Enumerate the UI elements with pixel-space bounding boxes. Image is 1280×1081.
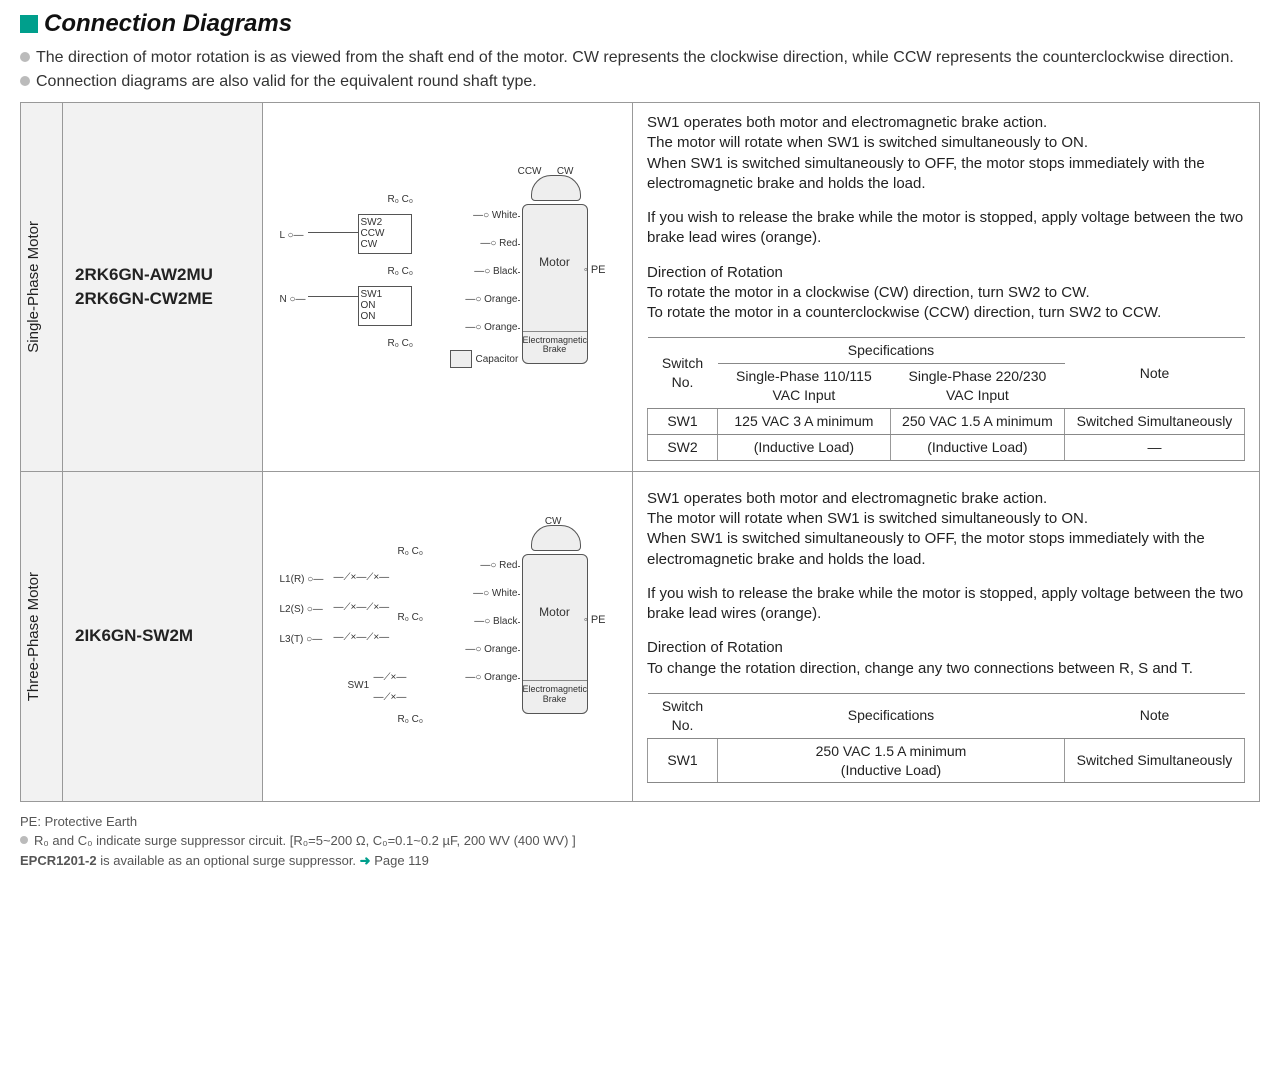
bullet-icon xyxy=(20,52,30,62)
footer-epcr-rest: is available as an optional surge suppre… xyxy=(97,853,360,868)
row-vertical-label: Single-Phase Motor xyxy=(21,211,46,363)
footer-page: Page 119 xyxy=(374,853,429,868)
schematic-diagram: MotorElectromagneticBrake◦ PECCWCWL ○—N … xyxy=(278,134,618,434)
description-paragraph: Direction of RotationTo change the rotat… xyxy=(647,638,1245,679)
intro-block: The direction of motor rotation is as vi… xyxy=(20,46,1260,94)
schematic-diagram: MotorElectromagneticBrake◦ PECWL1(R) ○—L… xyxy=(278,484,618,784)
arrow-icon: ➜ xyxy=(360,853,371,868)
section-title: Connection Diagrams xyxy=(20,10,1260,38)
connection-table: Single-Phase Motor 2RK6GN-AW2MU2RK6GN-CW2… xyxy=(20,102,1260,802)
intro-line-2: Connection diagrams are also valid for t… xyxy=(36,70,1260,94)
description-cell: SW1 operates both motor and electromagne… xyxy=(633,471,1260,801)
diagram-cell: MotorElectromagneticBrake◦ PECWL1(R) ○—L… xyxy=(263,471,633,801)
footer-notes: PE: Protective Earth R₀ and C₀ indicate … xyxy=(20,812,1260,871)
description-paragraph: If you wish to release the brake while t… xyxy=(647,584,1245,625)
intro-line-1: The direction of motor rotation is as vi… xyxy=(36,46,1260,70)
description-paragraph: Direction of RotationTo rotate the motor… xyxy=(647,263,1245,324)
spec-table: Switch No.SpecificationsNoteSingle-Phase… xyxy=(647,337,1245,460)
description-paragraph: If you wish to release the brake while t… xyxy=(647,208,1245,249)
title-text: Connection Diagrams xyxy=(44,10,292,38)
footer-epcr-bold: EPCR1201-2 xyxy=(20,853,97,868)
description-cell: SW1 operates both motor and electromagne… xyxy=(633,103,1260,472)
footer-pe: PE: Protective Earth xyxy=(20,812,1260,832)
spec-table: Switch No.SpecificationsNoteSW1250 VAC 1… xyxy=(647,693,1245,784)
description-paragraph: SW1 operates both motor and electromagne… xyxy=(647,489,1245,570)
description-paragraph: SW1 operates both motor and electromagne… xyxy=(647,113,1245,194)
model-cell: 2RK6GN-AW2MU2RK6GN-CW2ME xyxy=(63,103,263,472)
model-cell: 2IK6GN-SW2M xyxy=(63,471,263,801)
bullet-icon xyxy=(20,836,28,844)
row-vertical-label: Three-Phase Motor xyxy=(21,562,46,711)
diagram-cell: MotorElectromagneticBrake◦ PECCWCWL ○—N … xyxy=(263,103,633,472)
title-square-icon xyxy=(20,15,38,33)
footer-rc: R₀ and C₀ indicate surge suppressor circ… xyxy=(34,831,576,851)
bullet-icon xyxy=(20,76,30,86)
